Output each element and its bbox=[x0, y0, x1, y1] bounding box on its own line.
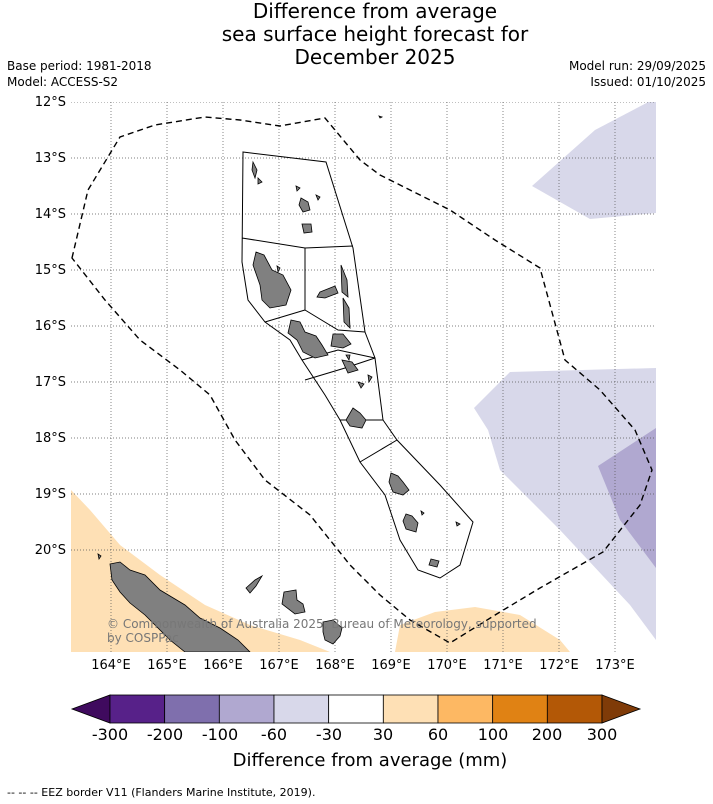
colorbar-extend-high bbox=[601, 694, 642, 724]
lon-label-173e: 173°E bbox=[595, 658, 635, 673]
lon-label-167e: 167°E bbox=[259, 658, 299, 673]
colorbar bbox=[70, 694, 642, 724]
colorbar-tick-label: -100 bbox=[201, 725, 239, 744]
lat-label-18s: 18°S bbox=[34, 431, 66, 446]
lon-label-171e: 171°E bbox=[483, 658, 523, 673]
colorbar-segment bbox=[218, 694, 275, 724]
model-name: Model: ACCESS-S2 bbox=[7, 75, 119, 89]
colorbar-tick-label: 200 bbox=[531, 725, 563, 744]
lat-label-20s: 20°S bbox=[34, 543, 66, 558]
base-period-info: Base period: 1981-2018 Model: ACCESS-S2 bbox=[7, 58, 152, 90]
title-line-2: sea surface height forecast for bbox=[221, 22, 529, 46]
colorbar-tick-label: 60 bbox=[427, 725, 449, 744]
anomaly-light-purple-e bbox=[474, 368, 656, 640]
anomaly-light-purple-ne bbox=[532, 102, 656, 219]
colorbar-tick-label: 30 bbox=[372, 725, 394, 744]
lon-label-166e: 166°E bbox=[203, 658, 243, 673]
anomaly-light-orange-s bbox=[395, 607, 570, 652]
title-line-1: Difference from average bbox=[252, 0, 498, 23]
colorbar-extend-low bbox=[70, 694, 111, 724]
colorbar-tick-label: -200 bbox=[146, 725, 184, 744]
colorbar-segment bbox=[273, 694, 330, 724]
model-run-info: Model run: 29/09/2025 Issued: 01/10/2025 bbox=[569, 58, 706, 90]
eez-legend-note: -- -- -- EEZ border V11 (Flanders Marine… bbox=[7, 786, 316, 799]
title-line-3: December 2025 bbox=[294, 45, 456, 69]
new-caledonia-islands bbox=[97, 553, 343, 652]
anomaly-light-orange-sw bbox=[71, 490, 330, 652]
ocean-island-north bbox=[378, 115, 384, 119]
lat-label-14s: 14°S bbox=[34, 207, 66, 222]
lon-label-169e: 169°E bbox=[371, 658, 411, 673]
vanuatu-islands bbox=[251, 160, 461, 568]
colorbar-title: Difference from average (mm) bbox=[232, 750, 508, 771]
lat-label-19s: 19°S bbox=[34, 487, 66, 502]
lon-label-164e: 164°E bbox=[91, 658, 131, 673]
map-title: Difference from average sea surface heig… bbox=[180, 0, 570, 69]
lat-label-16s: 16°S bbox=[34, 319, 66, 334]
lat-label-13s: 13°S bbox=[34, 151, 66, 166]
base-period: Base period: 1981-2018 bbox=[7, 59, 152, 73]
colorbar-segment bbox=[164, 694, 220, 724]
colorbar-segment bbox=[492, 694, 548, 724]
lat-label-17s: 17°S bbox=[34, 375, 66, 390]
colorbar-segment bbox=[382, 694, 439, 724]
lon-label-172e: 172°E bbox=[539, 658, 579, 673]
lon-label-168e: 168°E bbox=[315, 658, 355, 673]
colorbar-segment bbox=[546, 694, 603, 724]
colorbar-tick-label: -30 bbox=[315, 725, 343, 744]
anomaly-mid-purple-e bbox=[598, 428, 656, 568]
copyright-notice: © Commonwealth of Australia 2025, Bureau… bbox=[107, 617, 537, 645]
issued-date: Issued: 01/10/2025 bbox=[590, 75, 706, 89]
lon-label-170e: 170°E bbox=[427, 658, 467, 673]
eez-border bbox=[71, 116, 653, 644]
lon-label-165e: 165°E bbox=[147, 658, 187, 673]
colorbar-tick-label: -300 bbox=[91, 725, 129, 744]
colorbar-segment bbox=[437, 694, 494, 724]
colorbar-segment bbox=[328, 694, 384, 724]
colorbar-segment bbox=[109, 694, 166, 724]
lat-label-12s: 12°S bbox=[34, 95, 66, 110]
colorbar-tick-label: -60 bbox=[260, 725, 288, 744]
colorbar-tick-label: 100 bbox=[477, 725, 509, 744]
lat-label-15s: 15°S bbox=[34, 263, 66, 278]
model-run: Model run: 29/09/2025 bbox=[568, 59, 706, 73]
colorbar-tick-label: 300 bbox=[586, 725, 618, 744]
